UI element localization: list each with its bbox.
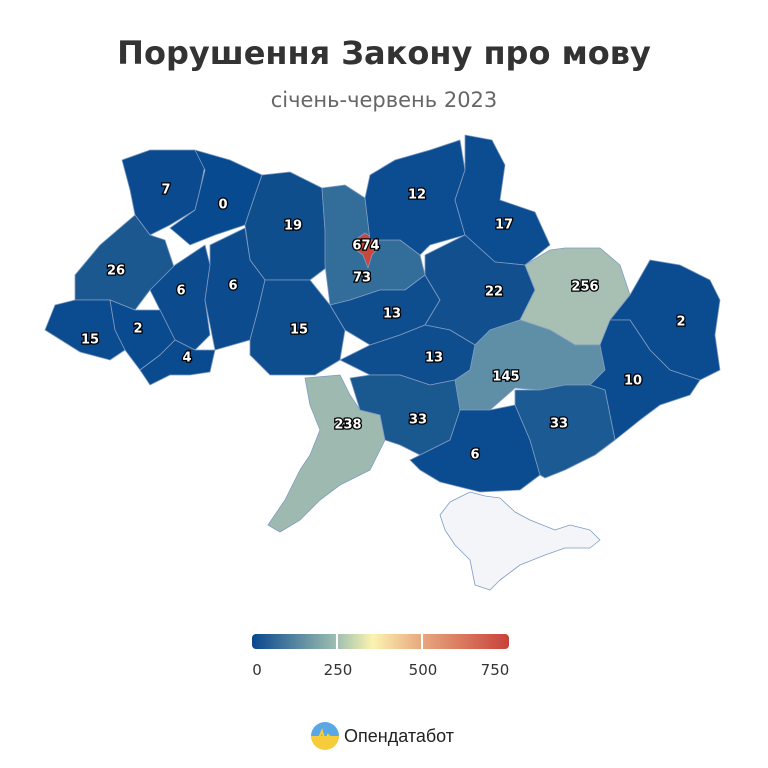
label-volyn: 7 (161, 183, 170, 198)
region-ternopil[interactable] (149, 244, 211, 351)
page-subtitle: січень-червень 2023 (270, 88, 498, 112)
label-ivano-frankivsk: 2 (133, 322, 142, 337)
legend-tick: 250 (323, 661, 353, 679)
label-cherkasy: 13 (383, 307, 401, 322)
legend-tick: 750 (480, 661, 510, 679)
label-dnipropetrovsk: 145 (492, 370, 519, 385)
label-khmelnytskyi: 6 (228, 279, 237, 294)
label-poltava: 22 (485, 285, 503, 300)
label-odesa: 238 (334, 418, 361, 433)
region-zaporizhzhia[interactable] (514, 384, 616, 479)
label-vinnytsia: 15 (290, 323, 308, 338)
label-zaporizhzhia: 33 (550, 417, 568, 432)
region-chernivtsi[interactable] (139, 339, 216, 386)
label-sumy: 17 (495, 218, 513, 233)
label-zhytomyr: 19 (284, 219, 302, 234)
legend-separator (336, 634, 338, 649)
label-chernivtsi: 4 (182, 351, 191, 366)
color-legend: 0 250 500 750 (252, 634, 509, 681)
region-rivne[interactable] (169, 149, 263, 246)
label-mykolaiv: 33 (409, 413, 427, 428)
region-sumy[interactable] (454, 134, 551, 266)
label-kherson: 6 (470, 448, 479, 463)
label-ternopil: 6 (176, 284, 185, 299)
legend-separator (421, 634, 423, 649)
legend-gradient-bar (252, 634, 509, 649)
label-kyiv-city: 674 (352, 239, 379, 254)
region-donetsk[interactable] (589, 319, 701, 441)
label-kyiv-oblast: 73 (353, 271, 371, 286)
label-zakarpattia: 15 (81, 333, 99, 348)
legend-tick: 0 (252, 661, 262, 679)
brand-name: Опендатабот (344, 725, 455, 746)
label-kirovohrad: 13 (425, 351, 443, 366)
label-rivne: 0 (218, 198, 227, 213)
legend-tick: 500 (408, 661, 438, 679)
label-chernihiv: 12 (408, 188, 426, 203)
label-lviv: 26 (107, 264, 125, 279)
page-title: Порушення Закону про мову (117, 34, 651, 72)
brand: Опендатабот (311, 722, 454, 750)
label-donetsk: 10 (624, 374, 642, 389)
region-crimea (439, 491, 601, 591)
legend-ticks: 0 250 500 750 (252, 661, 509, 681)
region-vinnytsia[interactable] (249, 279, 346, 376)
label-kharkiv: 256 (571, 280, 598, 295)
opendatabot-logo-icon (311, 722, 339, 750)
region-kyiv-city[interactable] (354, 232, 379, 269)
label-luhansk: 2 (676, 315, 685, 330)
region-odesa[interactable] (267, 374, 386, 533)
